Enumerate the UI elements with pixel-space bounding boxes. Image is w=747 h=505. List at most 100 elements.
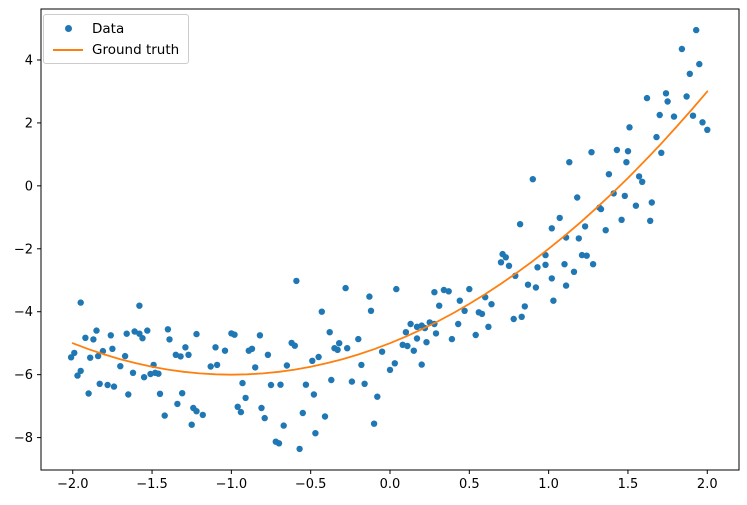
- data-point: [344, 345, 351, 352]
- data-point: [104, 381, 111, 389]
- y-tick-label: 0: [25, 179, 33, 194]
- data-point: [318, 308, 325, 315]
- data-point: [131, 328, 138, 335]
- data-point: [77, 299, 84, 306]
- data-point: [431, 289, 438, 296]
- data-point: [258, 404, 265, 412]
- x-tick-label: −1.5: [136, 477, 168, 492]
- data-point: [213, 361, 221, 369]
- data-point: [136, 302, 143, 309]
- data-point: [689, 112, 697, 119]
- x-tick-label: 1.5: [618, 477, 639, 492]
- data-point: [328, 376, 335, 384]
- data-point: [410, 347, 417, 354]
- data-point: [624, 148, 632, 155]
- data-point: [548, 275, 555, 282]
- data-point: [605, 171, 613, 178]
- data-point: [532, 284, 540, 291]
- data-point: [658, 149, 665, 156]
- data-point: [177, 353, 184, 360]
- data-point: [461, 307, 468, 314]
- data-point: [267, 381, 275, 389]
- data-point: [386, 366, 394, 374]
- data-point: [497, 259, 505, 266]
- data-point: [656, 111, 663, 119]
- data-point: [374, 393, 381, 400]
- data-point: [613, 146, 621, 154]
- data-point: [699, 119, 706, 126]
- data-point: [432, 330, 440, 337]
- y-tick-label: −6: [14, 368, 33, 383]
- scatter-marker-icon: [64, 25, 72, 32]
- data-point: [502, 254, 509, 261]
- legend: Data Ground truth: [43, 14, 189, 64]
- data-point: [542, 261, 549, 268]
- y-tick-label: 2: [25, 116, 33, 131]
- data-point: [283, 362, 291, 369]
- data-point: [136, 330, 143, 337]
- data-point: [71, 349, 78, 357]
- data-point: [588, 149, 595, 156]
- data-point: [90, 336, 97, 343]
- data-point: [74, 372, 81, 379]
- data-point: [647, 217, 654, 224]
- data-point: [326, 329, 333, 336]
- data-point: [370, 420, 378, 427]
- data-point: [85, 390, 92, 397]
- x-tick-label: −0.5: [295, 477, 327, 492]
- data-point: [336, 340, 343, 347]
- data-point: [156, 390, 164, 397]
- data-point: [456, 297, 463, 304]
- data-point: [534, 264, 541, 271]
- data-point: [193, 408, 200, 415]
- data-point: [367, 307, 375, 314]
- x-tick-label: −2.0: [57, 477, 89, 492]
- data-point: [516, 221, 524, 228]
- data-point: [277, 381, 284, 388]
- data-point: [521, 303, 528, 310]
- data-point: [445, 288, 452, 295]
- data-point: [664, 98, 671, 105]
- data-point: [621, 192, 628, 200]
- data-point: [248, 345, 256, 352]
- line-marker-icon: [53, 48, 83, 51]
- data-point: [575, 235, 582, 242]
- data-point: [696, 60, 703, 68]
- data-point: [199, 411, 206, 419]
- data-point: [556, 214, 563, 222]
- data-point: [129, 369, 137, 376]
- y-tick-label: −2: [14, 242, 33, 257]
- data-point: [93, 327, 100, 334]
- x-tick-label: −1.0: [216, 477, 248, 492]
- data-point: [393, 285, 400, 293]
- data-point: [578, 251, 586, 259]
- data-point: [96, 380, 103, 387]
- data-point: [562, 282, 570, 289]
- data-point: [166, 336, 173, 343]
- x-tick-label: 0.0: [380, 477, 401, 492]
- data-point: [121, 352, 129, 360]
- data-point: [291, 342, 298, 349]
- data-point: [683, 93, 690, 100]
- data-point: [583, 252, 590, 259]
- data-point: [139, 335, 146, 342]
- data-point: [312, 430, 319, 437]
- x-tick-label: 1.0: [538, 477, 559, 492]
- data-point: [256, 332, 264, 339]
- data-point: [610, 190, 617, 197]
- legend-item-data: Data: [52, 20, 178, 37]
- data-point: [185, 351, 192, 358]
- y-tick-label: 4: [25, 53, 33, 68]
- data-point: [505, 262, 513, 269]
- data-point: [237, 408, 245, 416]
- data-point: [485, 323, 492, 330]
- data-point: [626, 124, 633, 131]
- data-point: [264, 351, 272, 358]
- data-point: [653, 133, 660, 141]
- data-point: [455, 320, 462, 328]
- data-point: [632, 202, 640, 209]
- data-point: [402, 329, 410, 336]
- data-point: [164, 326, 172, 333]
- data-point: [524, 281, 532, 288]
